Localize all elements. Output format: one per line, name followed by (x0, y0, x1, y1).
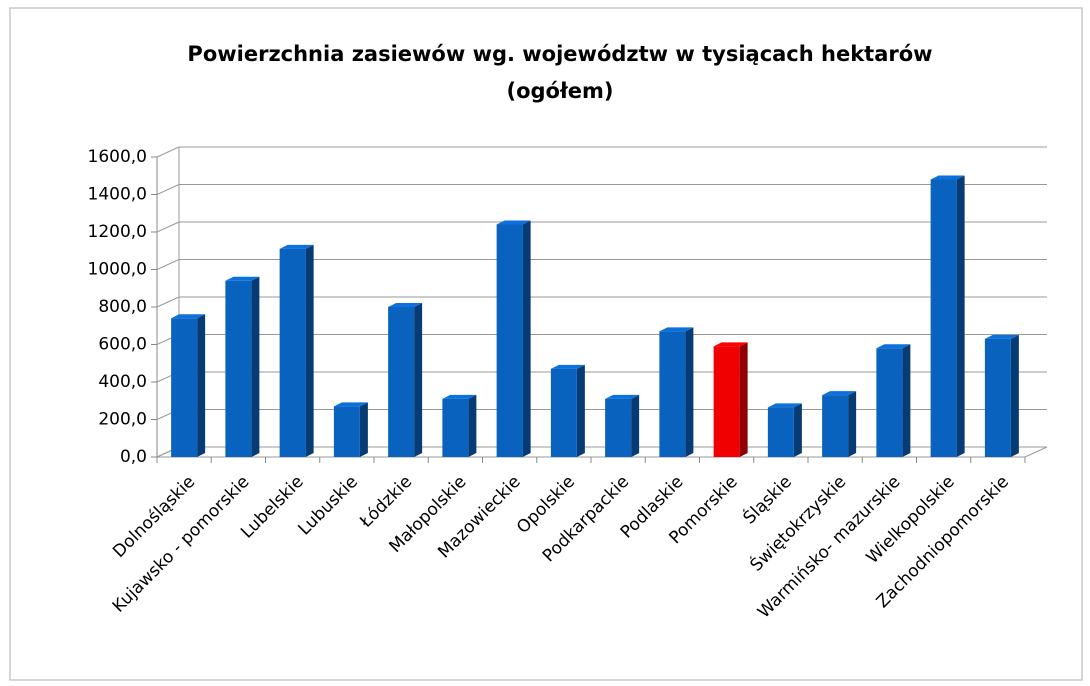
bar (822, 395, 849, 457)
y-tick-label: 1600,0 (88, 147, 147, 167)
bar-top (496, 220, 531, 225)
bar (333, 406, 360, 457)
bar-top (550, 364, 585, 369)
bar (442, 398, 469, 457)
bar-top (822, 391, 857, 396)
bar (550, 368, 577, 457)
chart-title: Powierzchnia zasiewów wg. województw w t… (187, 42, 932, 66)
grid-line (156, 184, 180, 195)
bar-side (793, 403, 802, 457)
bar (171, 318, 198, 457)
bar-side (685, 327, 694, 457)
bar (876, 348, 903, 457)
bar (767, 407, 794, 457)
bar-top (225, 276, 260, 281)
bar-side (359, 402, 368, 457)
y-tick-label: 400,0 (98, 372, 147, 392)
bar (713, 346, 740, 457)
bar (984, 338, 1011, 457)
bar-top (930, 175, 965, 180)
bar (496, 224, 523, 457)
bar (388, 307, 415, 457)
grid-line (156, 259, 180, 270)
bar (930, 179, 957, 457)
bar-side (902, 344, 911, 457)
bar-side (576, 364, 585, 457)
bar-top (171, 314, 206, 319)
bar (605, 398, 632, 457)
bar-side (739, 342, 748, 457)
y-tick-label: 1000,0 (88, 260, 147, 280)
bar-side (468, 394, 477, 457)
bar-top (442, 394, 477, 399)
bar-top (984, 334, 1019, 339)
y-tick-label: 1200,0 (88, 222, 147, 242)
bar-side (1010, 334, 1019, 457)
bar-top (713, 342, 748, 347)
bar-side (251, 276, 260, 457)
bar-top (767, 403, 802, 408)
bar-top (388, 303, 423, 307)
grid-line (156, 296, 180, 308)
bar-side (956, 175, 965, 457)
y-tick-label: 800,0 (98, 297, 147, 317)
bar-side (414, 303, 423, 457)
bar-top (659, 327, 694, 332)
bar (659, 331, 686, 457)
y-tick-label: 1400,0 (88, 185, 147, 205)
chart-title: (ogółem) (507, 79, 614, 103)
bar-side (522, 220, 531, 457)
bar-side (848, 391, 857, 457)
grid-line (156, 146, 180, 158)
y-tick-label: 0,0 (120, 447, 147, 467)
bar-top (279, 244, 314, 249)
bar-top (333, 402, 368, 407)
y-tick-label: 200,0 (98, 410, 147, 430)
bar-side (631, 394, 640, 457)
bar (279, 248, 306, 457)
chart-frame (9, 7, 1083, 681)
bar-side (305, 244, 314, 457)
bar-top (876, 344, 911, 349)
bar-top (605, 394, 640, 399)
y-tick-label: 600,0 (98, 335, 147, 355)
bar-side (197, 314, 206, 457)
bar (225, 280, 252, 457)
grid-line (156, 221, 180, 233)
